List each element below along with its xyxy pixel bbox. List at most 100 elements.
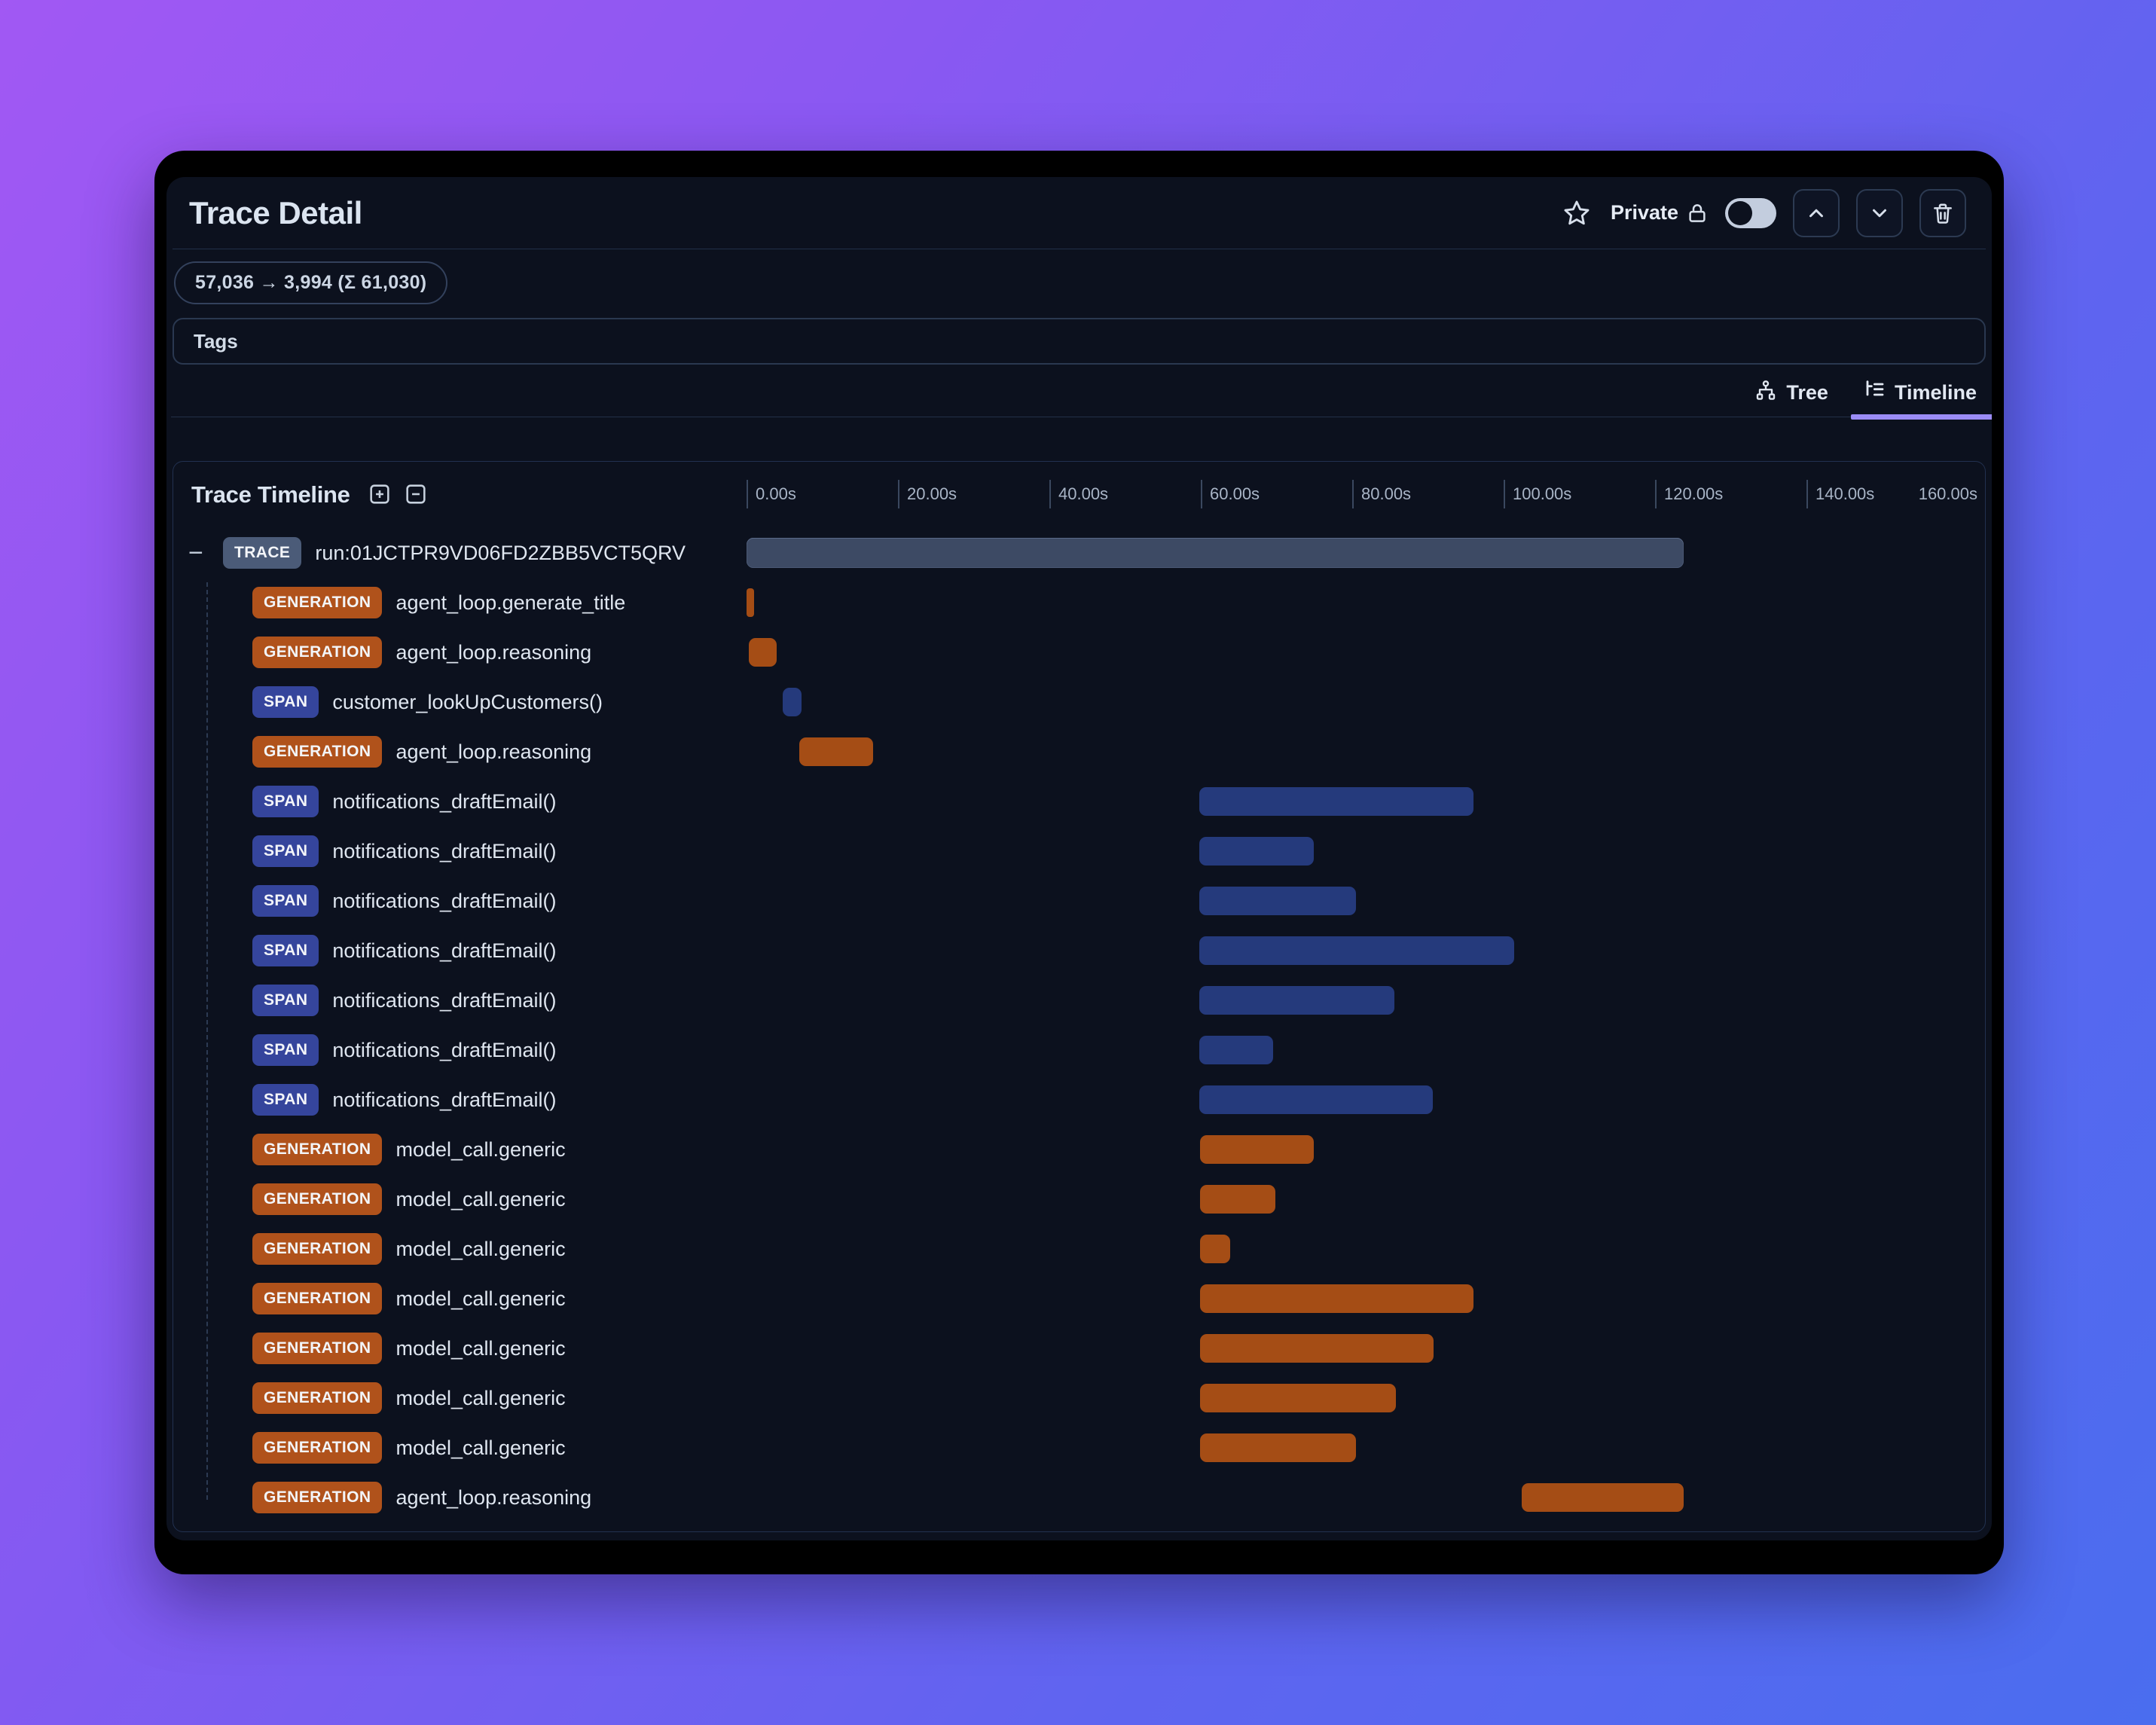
axis-tick-label: 100.00s xyxy=(1513,484,1572,503)
duration-bar[interactable] xyxy=(1199,1185,1276,1214)
tab-active-underline xyxy=(1850,414,1992,420)
observation-type-badge: GENERATION xyxy=(252,736,383,768)
observation-type-badge: TRACE xyxy=(223,537,302,569)
header-controls: Private xyxy=(1559,188,1966,237)
axis-tick xyxy=(1352,480,1354,508)
trace-row[interactable]: SPAN customer_lookUpCustomers() xyxy=(173,677,1985,727)
privacy-setting: Private xyxy=(1611,201,1709,224)
favorite-star-button[interactable] xyxy=(1559,196,1594,231)
trace-row[interactable]: SPAN notifications_draftEmail() xyxy=(173,1025,1985,1075)
token-usage-badge: 57,036 → 3,994 (Σ 61,030) xyxy=(174,261,448,304)
trace-row[interactable]: GENERATION agent_loop.generate_title xyxy=(173,578,1985,627)
duration-bar[interactable] xyxy=(1199,1384,1397,1412)
trace-row[interactable]: GENERATION model_call.generic xyxy=(173,1373,1985,1423)
axis-tick xyxy=(1201,480,1202,508)
duration-bar[interactable] xyxy=(1199,1036,1274,1064)
trace-row[interactable]: GENERATION model_call.generic xyxy=(173,1174,1985,1224)
chevron-down-icon xyxy=(1868,202,1891,224)
trace-rows: − TRACE run:01JCTPR9VD06FD2ZBB5VCT5QRV GENE… xyxy=(173,528,1985,1522)
trash-icon xyxy=(1931,201,1955,225)
trace-row[interactable]: SPAN notifications_draftEmail() xyxy=(173,975,1985,1025)
duration-bar[interactable] xyxy=(1199,837,1314,866)
tab-tree-label: Tree xyxy=(1786,381,1828,404)
timeline-icon xyxy=(1861,378,1886,408)
trace-row[interactable]: GENERATION model_call.generic xyxy=(173,1125,1985,1174)
minus-square-icon xyxy=(403,481,429,509)
duration-bar[interactable] xyxy=(1199,887,1357,915)
duration-bar[interactable] xyxy=(1199,787,1473,816)
axis-tick xyxy=(1806,480,1808,508)
trace-row[interactable]: SPAN notifications_draftEmail() xyxy=(173,826,1985,876)
observation-type-badge: SPAN xyxy=(252,1084,319,1116)
trace-row[interactable]: GENERATION model_call.generic xyxy=(173,1423,1985,1473)
trace-row[interactable]: GENERATION model_call.generic xyxy=(173,1274,1985,1324)
duration-bar[interactable] xyxy=(1199,1334,1434,1363)
delete-button[interactable] xyxy=(1919,188,1966,237)
zoom-out-button[interactable] xyxy=(403,481,429,509)
duration-bar[interactable] xyxy=(747,588,755,617)
tab-timeline-label: Timeline xyxy=(1894,381,1977,404)
duration-bar[interactable] xyxy=(1199,1085,1433,1114)
duration-bar[interactable] xyxy=(1199,1433,1356,1462)
observation-type-badge: GENERATION xyxy=(252,637,383,668)
trace-row[interactable]: GENERATION agent_loop.reasoning xyxy=(173,1473,1985,1522)
observation-type-badge: GENERATION xyxy=(252,1382,383,1414)
duration-bar[interactable] xyxy=(1199,986,1395,1015)
trace-row[interactable]: GENERATION model_call.generic xyxy=(173,1324,1985,1373)
chevron-up-icon xyxy=(1805,202,1828,224)
move-up-button[interactable] xyxy=(1793,188,1840,237)
tree-icon xyxy=(1754,379,1777,407)
duration-bar[interactable] xyxy=(1199,1284,1473,1313)
observation-name: agent_loop.reasoning xyxy=(395,740,592,763)
axis-tick-label: 60.00s xyxy=(1210,484,1260,503)
trace-row[interactable]: GENERATION agent_loop.reasoning xyxy=(173,627,1985,677)
observation-type-badge: SPAN xyxy=(252,885,319,917)
observation-name: notifications_draftEmail() xyxy=(332,789,557,813)
duration-bar[interactable] xyxy=(799,737,873,766)
trace-row[interactable]: SPAN notifications_draftEmail() xyxy=(173,876,1985,926)
axis-tick xyxy=(898,480,899,508)
collapse-toggle[interactable]: − xyxy=(188,539,203,567)
observation-type-badge: GENERATION xyxy=(252,1283,383,1314)
tab-timeline[interactable]: Timeline xyxy=(1850,369,1992,420)
trace-row[interactable]: SPAN notifications_draftEmail() xyxy=(173,926,1985,975)
observation-type-badge: GENERATION xyxy=(252,1183,383,1215)
observation-type-badge: SPAN xyxy=(252,1034,319,1066)
axis-tick-label: 160.00s xyxy=(1918,484,1977,503)
zoom-in-button[interactable] xyxy=(367,481,392,509)
trace-row[interactable]: SPAN notifications_draftEmail() xyxy=(173,777,1985,826)
trace-timeline-panel: Trace Timeline 0.00s 20.00s 40.00s 60.00s 80… xyxy=(173,461,1986,1532)
observation-name: model_call.generic xyxy=(395,1287,566,1310)
observation-name: agent_loop.reasoning xyxy=(395,640,592,664)
trace-row[interactable]: − TRACE run:01JCTPR9VD06FD2ZBB5VCT5QRV xyxy=(173,528,1985,578)
duration-bar[interactable] xyxy=(749,638,777,667)
observation-type-badge: GENERATION xyxy=(252,1233,383,1265)
observation-type-badge: SPAN xyxy=(252,835,319,867)
trace-row[interactable]: GENERATION agent_loop.reasoning xyxy=(173,727,1985,777)
lock-icon xyxy=(1686,202,1709,224)
axis-tick-label: 140.00s xyxy=(1815,484,1875,503)
trace-row[interactable]: GENERATION model_call.generic xyxy=(173,1224,1985,1274)
duration-bar[interactable] xyxy=(783,688,802,716)
tab-tree[interactable]: Tree xyxy=(1754,369,1828,417)
star-icon xyxy=(1562,199,1591,227)
move-down-button[interactable] xyxy=(1856,188,1903,237)
observation-name: model_call.generic xyxy=(395,1436,566,1459)
trace-row[interactable]: SPAN notifications_draftEmail() xyxy=(173,1075,1985,1125)
observation-name: agent_loop.generate_title xyxy=(395,591,626,614)
observation-name: customer_lookUpCustomers() xyxy=(332,690,603,713)
duration-bar[interactable] xyxy=(1522,1483,1684,1512)
privacy-label: Private xyxy=(1610,201,1678,224)
observation-name: run:01JCTPR9VD06FD2ZBB5VCT5QRV xyxy=(315,541,686,564)
duration-bar[interactable] xyxy=(1199,936,1515,965)
privacy-toggle[interactable] xyxy=(1725,197,1776,228)
tags-input[interactable]: Tags xyxy=(173,318,1986,365)
duration-bar[interactable] xyxy=(1199,1135,1314,1164)
axis-tick xyxy=(1655,480,1657,508)
duration-bar[interactable] xyxy=(1199,1235,1231,1263)
axis-tick-label: 0.00s xyxy=(756,484,796,503)
toggle-knob xyxy=(1728,200,1752,225)
duration-bar[interactable] xyxy=(747,538,1684,568)
observation-name: notifications_draftEmail() xyxy=(332,1038,557,1061)
axis-tick-label: 120.00s xyxy=(1664,484,1724,503)
